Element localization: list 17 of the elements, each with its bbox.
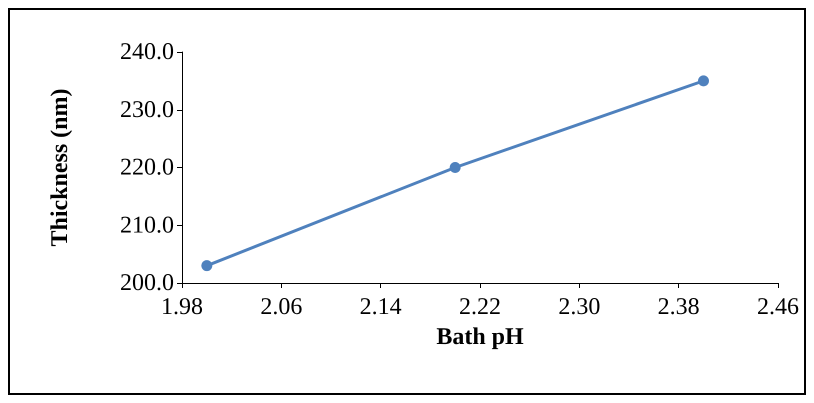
x-tick-label: 2.22 [459,294,501,320]
x-tick-label: 2.14 [360,294,402,320]
x-axis-title: Bath pH [436,324,524,350]
x-tick-label: 2.06 [260,294,302,320]
y-tick-label: 210.0 [120,212,174,238]
y-tick-label: 230.0 [120,96,174,123]
x-tick-label: 1.98 [161,294,203,320]
point [698,75,709,86]
y-tick-label: 200.0 [120,270,174,296]
point [450,162,461,173]
y-tick-label: 220.0 [120,154,174,180]
x-tick-label: 2.30 [558,294,600,320]
point [201,260,212,272]
y-tick-label: 240.0 [120,39,174,65]
x-tick-label: 2.46 [757,294,799,320]
x-tick-label: 2.38 [658,294,700,320]
y-axis-title: Thickness (nm) [47,88,73,247]
